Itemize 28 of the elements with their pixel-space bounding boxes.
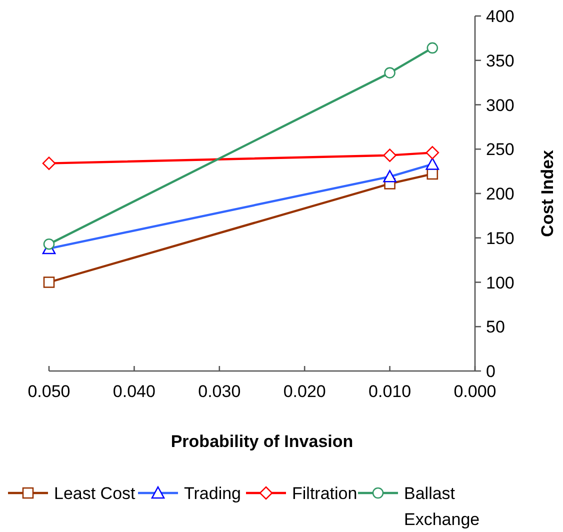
y-tick-label: 400 [486,7,514,26]
x-tick-label: 0.000 [454,382,496,401]
legend-label: Ballast Exchange [404,484,480,529]
legend-label: Trading [184,484,242,503]
point [384,67,396,78]
x-tick-label: 0.020 [283,382,326,401]
point [426,146,440,160]
x-tick-label: 0.050 [28,382,70,401]
y-tick-label: 300 [486,96,514,115]
legend-label: Filtration [292,484,358,503]
y-tick-label: 350 [486,51,514,70]
y-axis-title: Cost Index [538,150,557,237]
point [43,276,55,288]
y-tick-label: 50 [486,318,505,337]
y-tick-label: 150 [486,228,514,248]
point [426,42,438,54]
y-tick-label: 0 [486,362,496,381]
x-axis-title: Probability of Invasion [170,432,354,451]
x-tick-label: 0.030 [198,382,241,401]
y-tick-label: 100 [486,273,514,292]
point [383,148,396,162]
legend-label: Least Cost [54,484,136,503]
x-tick-label: 0.010 [368,382,412,401]
point [43,238,55,250]
x-tick-label: 0.040 [112,382,156,401]
y-tick-label: 250 [486,140,514,160]
y-tick-label: 200 [486,184,514,204]
point [42,156,56,170]
